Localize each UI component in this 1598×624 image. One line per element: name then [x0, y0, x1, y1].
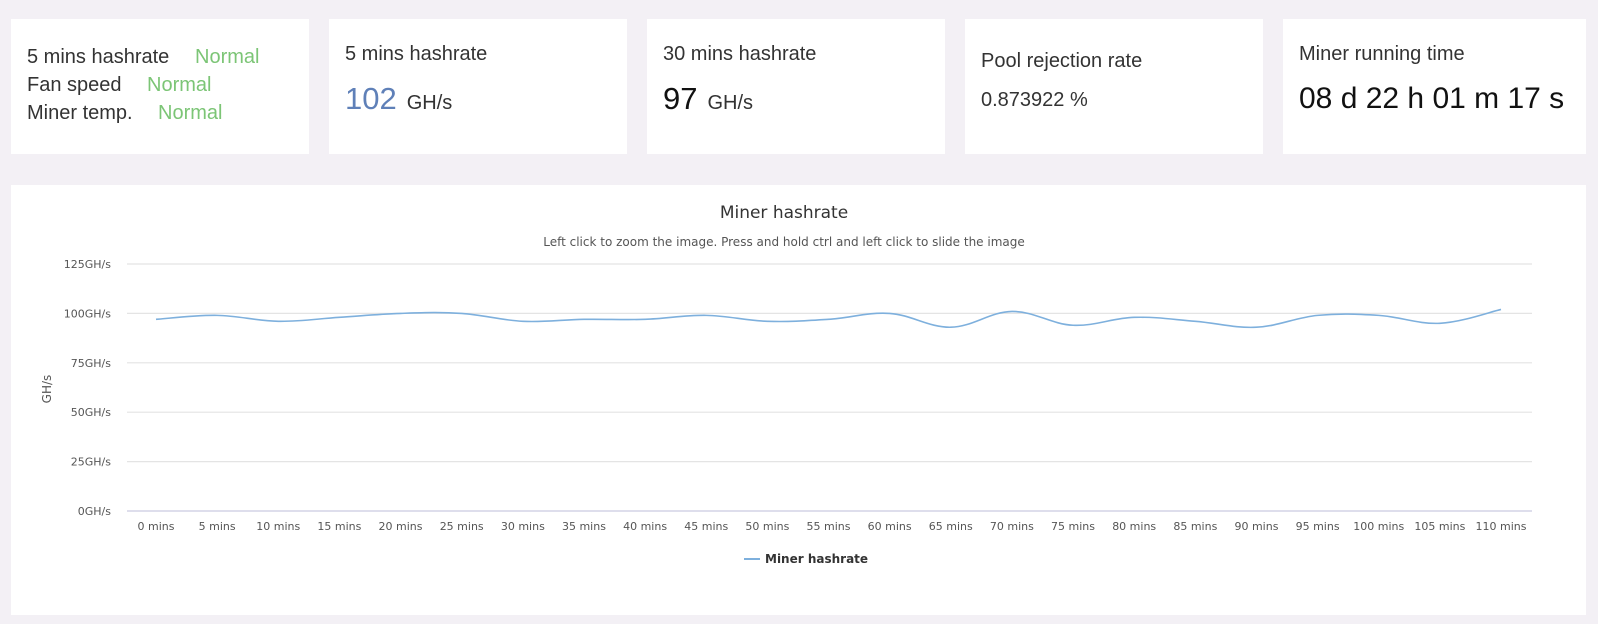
- running-time-card: Miner running time 08 d 22 h 01 m 17 s: [1283, 19, 1586, 154]
- x-tick-label: 45 mins: [684, 520, 728, 533]
- x-tick-label: 40 mins: [623, 520, 667, 533]
- data-point[interactable]: [1373, 309, 1385, 321]
- y-tick-label: 25GH/s: [71, 456, 111, 469]
- metric-value: 102: [345, 81, 397, 116]
- x-tick-label: 10 mins: [256, 520, 300, 533]
- data-point[interactable]: [211, 309, 223, 321]
- hashrate-30m-card: 30 mins hashrate 97 GH/s: [647, 19, 945, 154]
- status-value: Normal: [158, 102, 223, 124]
- chart-subtitle: Left click to zoom the image. Press and …: [543, 235, 1025, 249]
- status-row-fan: Fan speed Normal: [27, 74, 211, 97]
- x-tick-label: 55 mins: [807, 520, 851, 533]
- hashrate-chart-panel[interactable]: Miner hashrate Left click to zoom the im…: [11, 185, 1586, 615]
- metric-value: 97: [663, 81, 698, 116]
- x-tick-label: 0 mins: [138, 520, 175, 533]
- pool-rejection-card: Pool rejection rate 0.873922 %: [965, 19, 1263, 154]
- y-tick-label: 75GH/s: [71, 357, 111, 370]
- data-point[interactable]: [272, 315, 284, 327]
- data-point[interactable]: [1189, 315, 1201, 327]
- x-tick-label: 80 mins: [1112, 520, 1156, 533]
- x-tick-label: 70 mins: [990, 520, 1034, 533]
- data-point[interactable]: [333, 311, 345, 323]
- chart-legend[interactable]: Miner hashrate: [744, 552, 868, 566]
- x-tick-label: 100 mins: [1353, 520, 1404, 533]
- y-tick-label: 100GH/s: [64, 307, 111, 320]
- hashrate-chart[interactable]: Miner hashrate Left click to zoom the im…: [11, 185, 1586, 615]
- x-tick-label: 50 mins: [745, 520, 789, 533]
- running-time-value: 08 d 22 h 01 m 17 s: [1299, 82, 1565, 115]
- data-point[interactable]: [150, 313, 162, 325]
- y-axis-label: GH/s: [40, 375, 54, 404]
- y-tick-label: 50GH/s: [71, 406, 111, 419]
- x-tick-label: 35 mins: [562, 520, 606, 533]
- data-point[interactable]: [945, 321, 957, 333]
- x-tick-label: 85 mins: [1173, 520, 1217, 533]
- card-title: Pool rejection rate: [981, 50, 1143, 72]
- status-label: Miner temp.: [27, 102, 133, 124]
- x-tick-label: 90 mins: [1234, 520, 1278, 533]
- data-point[interactable]: [1128, 311, 1140, 323]
- data-point[interactable]: [639, 313, 651, 325]
- card-title: Miner running time: [1299, 43, 1465, 65]
- x-tick-label: 110 mins: [1476, 520, 1527, 533]
- card-title: 30 mins hashrate: [663, 43, 817, 65]
- data-point[interactable]: [823, 313, 835, 325]
- data-point[interactable]: [1434, 317, 1446, 329]
- x-tick-label: 95 mins: [1296, 520, 1340, 533]
- data-point[interactable]: [1250, 321, 1262, 333]
- status-row-temp: Miner temp. Normal: [27, 102, 222, 125]
- x-tick-label: 30 mins: [501, 520, 545, 533]
- metric: 97 GH/s: [663, 81, 753, 117]
- x-tick-label: 65 mins: [929, 520, 973, 533]
- x-tick-label: 60 mins: [868, 520, 912, 533]
- status-row-hashrate: 5 mins hashrate Normal: [27, 46, 259, 69]
- status-value: Normal: [147, 74, 212, 96]
- x-tick-label: 25 mins: [440, 520, 484, 533]
- card-title: 5 mins hashrate: [345, 43, 488, 65]
- metric-unit: GH/s: [406, 92, 453, 114]
- x-tick-label: 20 mins: [379, 520, 423, 533]
- y-tick-label: 0GH/s: [78, 505, 112, 518]
- data-point[interactable]: [456, 307, 468, 319]
- status-label: Fan speed: [27, 74, 122, 96]
- data-point[interactable]: [1067, 319, 1079, 331]
- hashrate-5m-card: 5 mins hashrate 102 GH/s: [329, 19, 627, 154]
- status-label: 5 mins hashrate: [27, 46, 170, 68]
- data-point[interactable]: [578, 313, 590, 325]
- x-tick-label: 15 mins: [317, 520, 361, 533]
- data-point[interactable]: [761, 315, 773, 327]
- y-tick-label: 125GH/s: [64, 258, 111, 271]
- metric-unit: GH/s: [707, 92, 754, 114]
- series-line-miner-hashrate[interactable]: [155, 308, 1502, 329]
- x-tick-label: 5 mins: [199, 520, 236, 533]
- data-point[interactable]: [1312, 309, 1324, 321]
- data-point[interactable]: [700, 309, 712, 321]
- data-point[interactable]: [1006, 305, 1018, 317]
- metric: 102 GH/s: [345, 81, 452, 117]
- legend-label[interactable]: Miner hashrate: [765, 552, 868, 566]
- chart-title: Miner hashrate: [720, 203, 848, 223]
- x-tick-label: 105 mins: [1414, 520, 1465, 533]
- status-value: Normal: [195, 46, 260, 68]
- x-tick-label: 75 mins: [1051, 520, 1095, 533]
- data-point[interactable]: [517, 315, 529, 327]
- data-point[interactable]: [1495, 303, 1507, 315]
- data-point[interactable]: [884, 307, 896, 319]
- rejection-value: 0.873922 %: [981, 89, 1088, 111]
- device-status-card: 5 mins hashrate Normal Fan speed Normal …: [11, 19, 309, 154]
- data-point[interactable]: [395, 307, 407, 319]
